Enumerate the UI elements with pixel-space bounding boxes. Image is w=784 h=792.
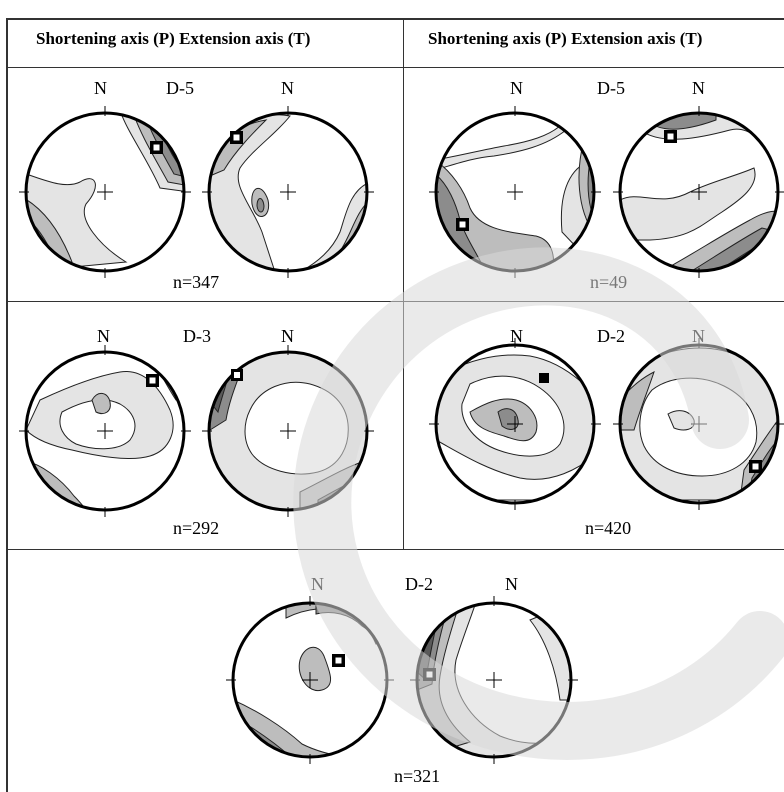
sample-count: n=347 <box>173 272 220 292</box>
table-border-left <box>6 18 8 792</box>
north-label-p: N <box>510 78 523 98</box>
sample-count: n=292 <box>173 518 220 538</box>
column-header-left: Shortening axis (P) Extension axis (T) <box>36 29 311 48</box>
sample-count: n=321 <box>394 766 441 786</box>
header-divider <box>6 67 784 68</box>
north-label-p: N <box>97 326 110 346</box>
site-label: D-3 <box>183 326 211 346</box>
site-label: D-5 <box>597 78 625 98</box>
density-contour <box>244 381 349 475</box>
stereonet-p-d5 <box>436 119 594 271</box>
north-label-t: N <box>281 78 294 98</box>
site-label: D-5 <box>166 78 194 98</box>
north-label-p: N <box>94 78 107 98</box>
density-contour <box>91 393 111 415</box>
column-header-right: Shortening axis (P) Extension axis (T) <box>428 29 703 48</box>
density-contour <box>26 487 49 510</box>
p-axis-marker <box>539 373 549 383</box>
density-contour <box>315 603 387 635</box>
north-label-t: N <box>281 326 294 346</box>
density-contour <box>256 198 265 213</box>
density-contour <box>353 238 367 271</box>
density-contour <box>334 489 367 510</box>
north-label-t: N <box>692 78 705 98</box>
table-border-top <box>6 18 784 20</box>
density-contour <box>620 167 756 241</box>
stereonet-p-d2 <box>436 354 594 501</box>
density-contour <box>298 646 331 692</box>
